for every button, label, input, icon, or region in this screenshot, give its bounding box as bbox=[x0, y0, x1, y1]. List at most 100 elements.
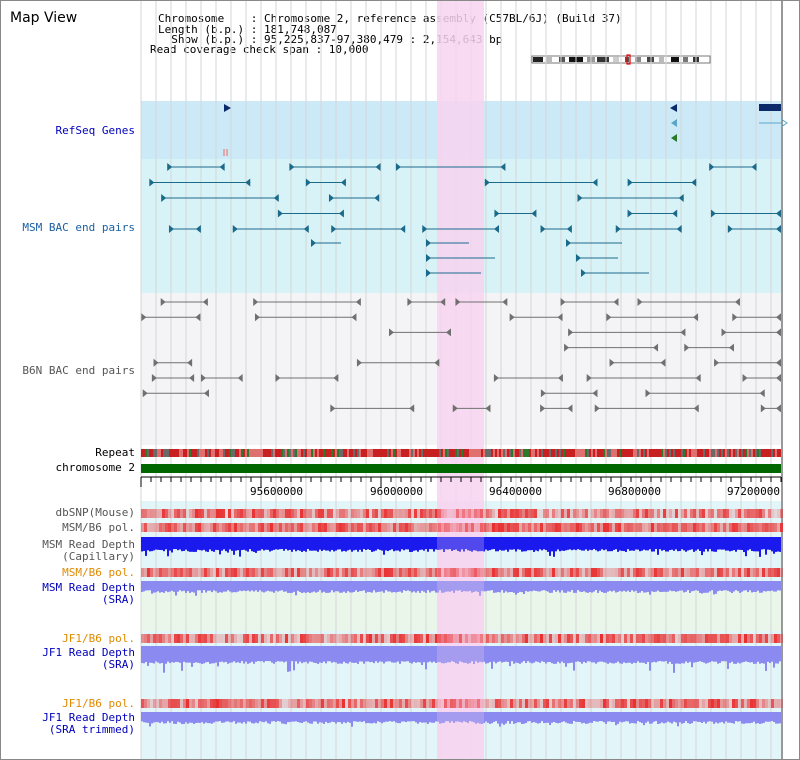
jf1-pol-heat bbox=[150, 634, 153, 643]
repeat-mark bbox=[441, 449, 443, 457]
msm-depth-sra-bar bbox=[617, 581, 619, 592]
jf1-pol-heat bbox=[729, 634, 732, 643]
dbsnp-heat bbox=[414, 509, 417, 518]
msm-depth-sra-bar bbox=[519, 581, 521, 592]
repeat-mark bbox=[731, 449, 733, 457]
jf1-pol-heat bbox=[171, 634, 174, 643]
jf1-depth-sra-bar bbox=[303, 646, 305, 663]
jf1-depth-trim-bar bbox=[253, 712, 255, 724]
jf1-depth-sra-bar bbox=[221, 646, 223, 662]
jf1-depth-sra-bar bbox=[311, 646, 313, 662]
msm-pol-sra-heat bbox=[216, 568, 219, 577]
jf1-depth-trim-bar bbox=[239, 712, 241, 723]
jf1-pol-trim-heat bbox=[495, 699, 498, 708]
jf1-pol-heat bbox=[204, 634, 207, 643]
dbsnp-heat bbox=[468, 509, 471, 518]
jf1-depth-sra-bar bbox=[171, 646, 173, 663]
msm-pol-heat bbox=[486, 523, 489, 532]
b6n-bac-pair bbox=[776, 358, 781, 367]
msm-depth-capillary-bar bbox=[163, 537, 165, 552]
dbsnp-heat bbox=[759, 509, 762, 518]
msm-depth-capillary-bar bbox=[321, 537, 323, 551]
msm-depth-capillary-bar bbox=[627, 537, 629, 550]
jf1-pol-trim-heat bbox=[657, 699, 660, 708]
dbsnp-heat bbox=[312, 509, 315, 518]
msm-pol-heat bbox=[438, 523, 441, 532]
jf1-pol-heat bbox=[648, 634, 651, 643]
msm-pol-heat bbox=[255, 523, 258, 532]
repeat-mark bbox=[517, 449, 519, 457]
b6n-bac-pair bbox=[776, 313, 781, 322]
msm-depth-capillary-bar bbox=[185, 537, 187, 550]
dbsnp-heat bbox=[648, 509, 651, 518]
msm-depth-capillary-bar bbox=[629, 537, 631, 551]
jf1-depth-trim-bar bbox=[493, 712, 495, 722]
msm-depth-capillary-bar bbox=[187, 537, 189, 552]
msm-pol-sra-heat bbox=[366, 568, 369, 577]
b6n-bac-pair bbox=[195, 313, 201, 322]
jf1-depth-trim-bar bbox=[353, 712, 355, 722]
msm-pol-heat bbox=[690, 523, 693, 532]
repeat-mark bbox=[353, 449, 355, 457]
jf1-depth-trim-bar bbox=[151, 712, 153, 724]
msm-depth-capillary-bar bbox=[307, 537, 309, 550]
b6n-bac-pair bbox=[237, 374, 243, 382]
jf1-depth-sra-bar bbox=[339, 646, 341, 664]
msm-pol-heat bbox=[159, 523, 162, 532]
dbsnp-heat bbox=[756, 509, 759, 518]
jf1-pol-trim-heat bbox=[339, 699, 342, 708]
jf1-depth-sra-bar bbox=[379, 646, 381, 662]
jf1-depth-trim-bar bbox=[289, 712, 291, 723]
jf1-depth-sra-bar bbox=[295, 646, 297, 662]
jf1-depth-sra-bar bbox=[683, 646, 685, 664]
msm-depth-sra-bar bbox=[523, 581, 525, 595]
dbsnp-heat bbox=[222, 509, 225, 518]
jf1-pol-heat bbox=[435, 634, 438, 643]
jf1-pol-heat bbox=[717, 634, 720, 643]
msm-bac-pair bbox=[277, 209, 283, 218]
msm-depth-capillary-bar bbox=[643, 537, 645, 550]
jf1-depth-trim-bar bbox=[215, 712, 217, 722]
chromosome-label: chromosome 2 bbox=[55, 461, 135, 474]
repeat-mark bbox=[449, 449, 451, 457]
msm-pol-heat bbox=[570, 523, 573, 532]
msm-depth-capillary-bar bbox=[309, 537, 311, 551]
msm-depth-capillary-bar bbox=[145, 537, 147, 556]
msm-pol-heat bbox=[747, 523, 750, 532]
jf1-pol-heat bbox=[372, 634, 375, 643]
jf1-depth-sra-bar bbox=[735, 646, 737, 664]
msm-depth-capillary-bar bbox=[419, 537, 421, 550]
msm-bac-pair bbox=[676, 225, 682, 233]
msm-depth-sra-bar bbox=[755, 581, 757, 592]
jf1-depth-trim-bar bbox=[527, 712, 529, 722]
jf1-pol-heat bbox=[357, 634, 360, 643]
msm-depth-sra-bar bbox=[255, 581, 257, 591]
msm-bac-pair bbox=[776, 225, 781, 233]
msm-pol-sra-heat bbox=[753, 568, 756, 577]
jf1-pol-heat bbox=[687, 634, 690, 643]
jf1-depth-sra-bar bbox=[293, 646, 295, 671]
jf1-depth-trim-bar bbox=[363, 712, 365, 722]
repeat-mark bbox=[357, 449, 359, 457]
msm-pol-heat bbox=[624, 523, 627, 532]
msm-depth-capillary-bar bbox=[251, 537, 253, 552]
jf1-pol-heat bbox=[531, 634, 534, 643]
jf1-pol-heat bbox=[456, 634, 459, 643]
msm-pol-sra-heat bbox=[390, 568, 393, 577]
msm-pol-heat bbox=[678, 523, 681, 532]
msm-pol-sra-heat bbox=[183, 568, 186, 577]
msm-depth-sra-bar bbox=[147, 581, 149, 591]
dbsnp-heat bbox=[522, 509, 525, 518]
dbsnp-heat bbox=[408, 509, 411, 518]
msm-depth-sra-bar bbox=[509, 581, 511, 593]
jf1-pol-heat bbox=[438, 634, 441, 643]
dbsnp-heat bbox=[621, 509, 624, 518]
jf1-pol-heat bbox=[642, 634, 645, 643]
b6n-bac-pair bbox=[153, 358, 159, 367]
repeat-mark bbox=[677, 449, 679, 457]
jf1-depth-trim-bar bbox=[243, 712, 245, 723]
msm-depth-capillary-bar bbox=[201, 537, 203, 551]
msm-depth-capillary-bar bbox=[281, 537, 283, 550]
jf1-pol-heat bbox=[549, 634, 552, 643]
